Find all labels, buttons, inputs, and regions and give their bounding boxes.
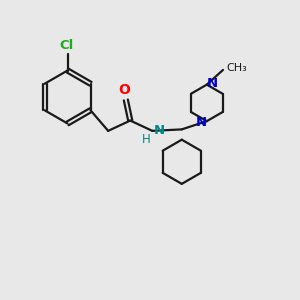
Text: CH₃: CH₃ (226, 63, 247, 73)
Text: Cl: Cl (59, 39, 73, 52)
Text: N: N (154, 124, 165, 137)
Text: N: N (206, 77, 218, 90)
Text: O: O (118, 83, 130, 97)
Text: N: N (196, 116, 207, 129)
Text: H: H (142, 133, 150, 146)
